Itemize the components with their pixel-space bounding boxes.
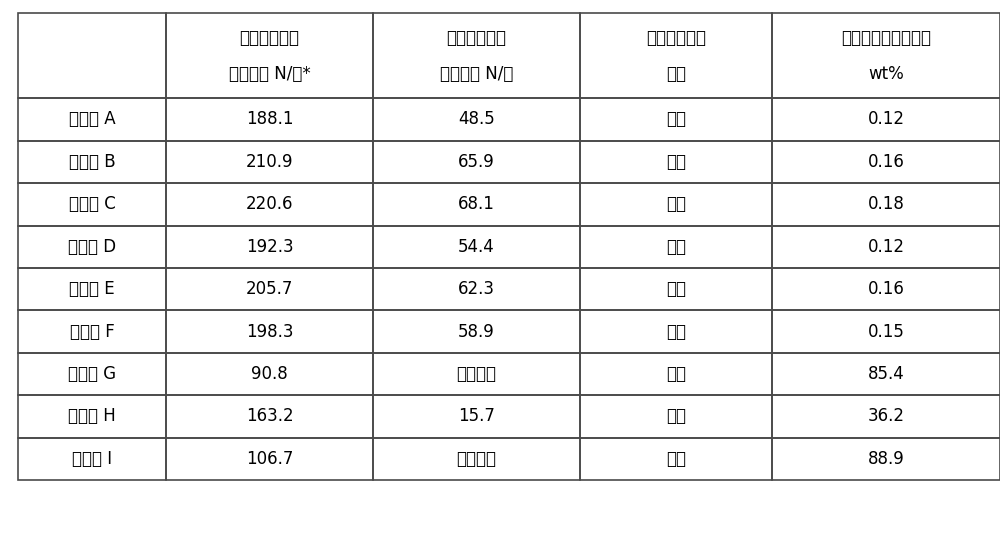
- Text: 完整: 完整: [666, 195, 686, 213]
- Text: 15.7: 15.7: [458, 408, 495, 425]
- Text: 163.2: 163.2: [246, 408, 293, 425]
- Text: 0.16: 0.16: [868, 280, 904, 298]
- Text: 无法测试: 无法测试: [456, 450, 496, 468]
- Text: 催化剂 H: 催化剂 H: [68, 408, 116, 425]
- Text: 反应前催化剂: 反应前催化剂: [239, 29, 299, 47]
- Text: 催化剂 D: 催化剂 D: [68, 238, 116, 256]
- Text: 210.9: 210.9: [246, 153, 293, 171]
- Text: 68.1: 68.1: [458, 195, 495, 213]
- Text: 0.12: 0.12: [868, 111, 904, 128]
- Text: 0.18: 0.18: [868, 195, 904, 213]
- Text: 106.7: 106.7: [246, 450, 293, 468]
- Text: 188.1: 188.1: [246, 111, 293, 128]
- Text: 205.7: 205.7: [246, 280, 293, 298]
- Text: 0.15: 0.15: [868, 323, 904, 340]
- Text: 完整: 完整: [666, 280, 686, 298]
- Text: 粉化: 粉化: [666, 450, 686, 468]
- Text: 催化剂 A: 催化剂 A: [69, 111, 115, 128]
- Text: 破碎: 破碎: [666, 408, 686, 425]
- Text: 完整: 完整: [666, 238, 686, 256]
- Text: 催化剂 F: 催化剂 F: [70, 323, 114, 340]
- Text: 88.9: 88.9: [868, 450, 904, 468]
- Text: 侧压强度 N/颗: 侧压强度 N/颗: [440, 64, 513, 83]
- Text: 0.12: 0.12: [868, 238, 904, 256]
- Text: 催化剂 E: 催化剂 E: [69, 280, 115, 298]
- Text: 192.3: 192.3: [246, 238, 293, 256]
- Text: 无法测试: 无法测试: [456, 365, 496, 383]
- Text: 完整: 完整: [666, 153, 686, 171]
- Text: 90.8: 90.8: [251, 365, 288, 383]
- Text: wt%: wt%: [868, 64, 904, 83]
- Text: 36.2: 36.2: [868, 408, 904, 425]
- Text: 48.5: 48.5: [458, 111, 495, 128]
- Text: 催化剂 B: 催化剂 B: [69, 153, 115, 171]
- Text: 0.16: 0.16: [868, 153, 904, 171]
- Text: 催化剂 G: 催化剂 G: [68, 365, 116, 383]
- Text: 54.4: 54.4: [458, 238, 495, 256]
- Text: 反应后催化剂破损率: 反应后催化剂破损率: [841, 29, 931, 47]
- Text: 粉化: 粉化: [666, 365, 686, 383]
- Text: 58.9: 58.9: [458, 323, 495, 340]
- Text: 侧压强度 N/颗*: 侧压强度 N/颗*: [229, 64, 310, 83]
- Text: 反应后催化剂: 反应后催化剂: [446, 29, 507, 47]
- Text: 62.3: 62.3: [458, 280, 495, 298]
- Text: 220.6: 220.6: [246, 195, 293, 213]
- Text: 催化剂 I: 催化剂 I: [72, 450, 112, 468]
- Text: 完整: 完整: [666, 111, 686, 128]
- Text: 65.9: 65.9: [458, 153, 495, 171]
- Text: 85.4: 85.4: [868, 365, 904, 383]
- Text: 状态: 状态: [666, 64, 686, 83]
- Text: 催化剂 C: 催化剂 C: [69, 195, 115, 213]
- Text: 完整: 完整: [666, 323, 686, 340]
- Text: 反应后催化剂: 反应后催化剂: [646, 29, 706, 47]
- Text: 198.3: 198.3: [246, 323, 293, 340]
